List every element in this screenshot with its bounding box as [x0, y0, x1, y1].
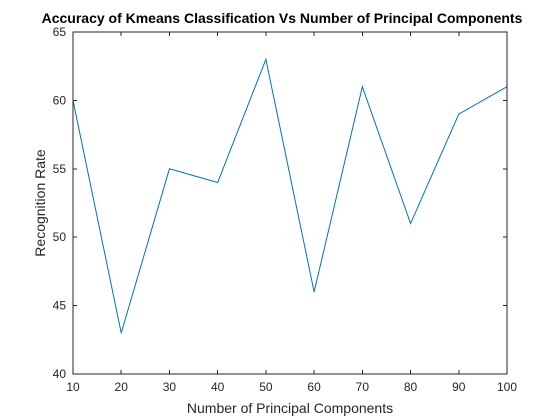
y-tick-label: 60: [53, 93, 67, 107]
y-tick-label: 45: [53, 299, 67, 313]
y-tick-label: 50: [53, 230, 67, 244]
x-tick-label: 30: [163, 380, 177, 394]
series-line-0: [72, 57, 508, 334]
x-tick-label: 10: [66, 380, 80, 394]
axes-box: [72, 31, 508, 375]
chart-title: Accuracy of Kmeans Classification Vs Num…: [42, 10, 523, 26]
ticks-layer: 10 20 30 40 50 60 70 80 90 100 40 45 50 55 60 65: [53, 25, 518, 394]
x-tick-label: 80: [404, 380, 418, 394]
data-point: [458, 113, 460, 115]
data-point: [168, 168, 170, 170]
axes-layer: [72, 31, 508, 375]
data-point: [217, 181, 219, 183]
data-point: [361, 86, 363, 88]
x-tick-label: 50: [259, 380, 273, 394]
data-point: [313, 291, 315, 293]
x-tick-label: 20: [115, 380, 129, 394]
data-point: [120, 332, 122, 334]
plot-area: [73, 32, 507, 374]
x-axis-label: Number of Principal Components: [187, 400, 393, 416]
y-axis-label: Recognition Rate: [32, 149, 48, 257]
x-tick-label: 60: [307, 380, 321, 394]
x-tick-label: 70: [356, 380, 370, 394]
y-tick-label: 40: [53, 367, 67, 381]
y-tick-label: 65: [53, 25, 67, 39]
x-tick-label: 90: [452, 380, 466, 394]
data-point: [265, 58, 267, 60]
x-tick-label: 100: [497, 380, 517, 394]
x-tick-label: 40: [211, 380, 225, 394]
data-point: [410, 223, 412, 225]
y-tick-label: 55: [53, 162, 67, 176]
